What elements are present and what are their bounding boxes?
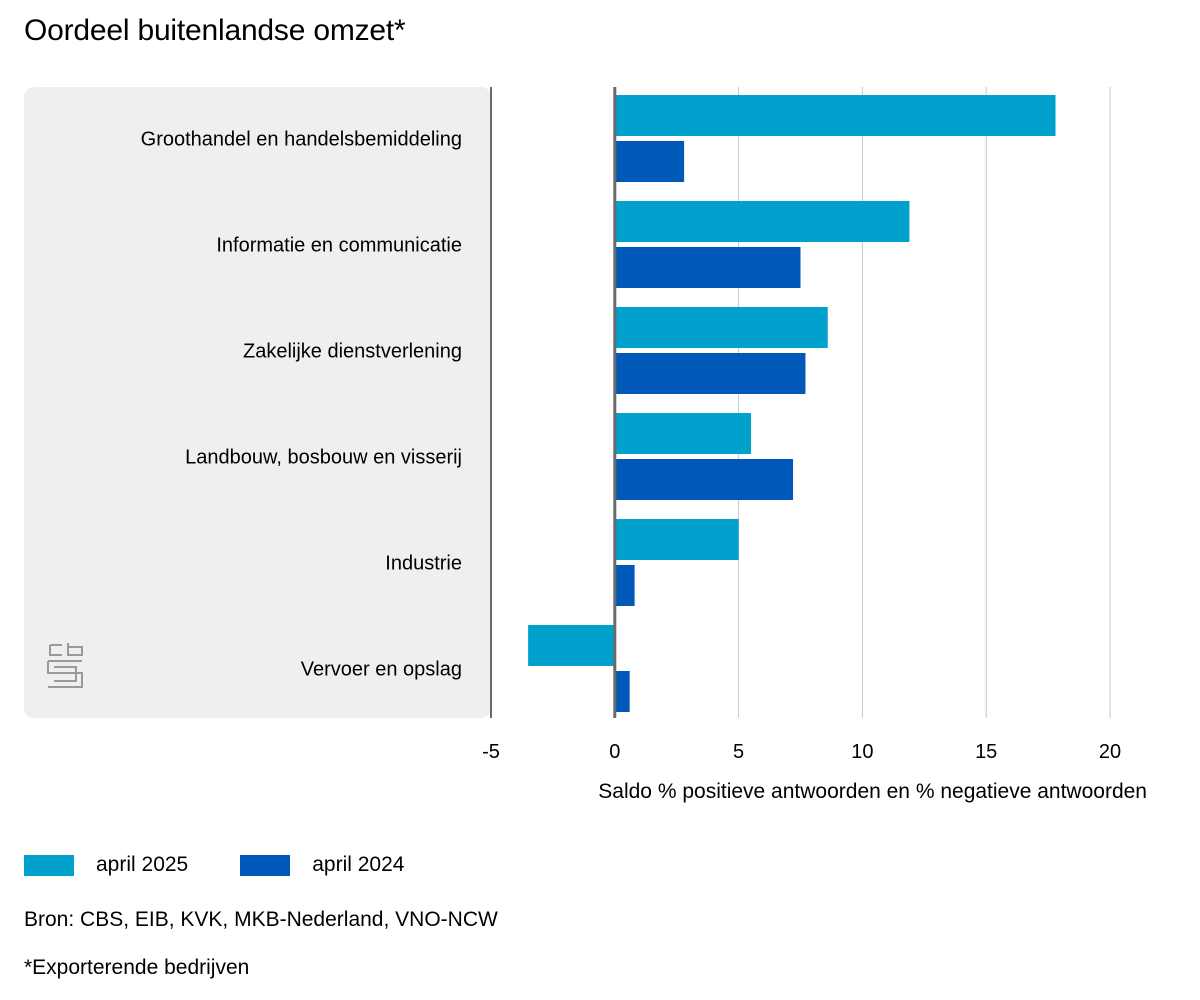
bar-april-2025-informatie-en-communicatie [614, 201, 910, 242]
bar-april-2025-groothandel-en-handelsbemiddeling [614, 95, 1056, 136]
x-tick-label: 15 [975, 741, 997, 763]
x-tick-label: 10 [851, 741, 873, 763]
bar-april-2024-zakelijke-dienstverlening [614, 353, 806, 394]
x-tick-label: 20 [1099, 741, 1121, 763]
legend-item-april-2024: april 2024 [240, 853, 404, 877]
category-label: Groothandel en handelsbemiddeling [141, 129, 462, 151]
x-tick-label: 5 [733, 741, 744, 763]
bar-april-2025-landbouw-bosbouw-en-visserij [614, 413, 751, 454]
bar-chart: Groothandel en handelsbemiddeling Informa… [24, 87, 1147, 803]
category-label: Informatie en communicatie [216, 235, 462, 257]
legend-swatch-april-2024 [240, 854, 291, 876]
category-label: Zakelijke dienstverlening [243, 341, 462, 363]
bar-april-2024-vervoer-en-opslag [614, 671, 630, 712]
bar-april-2024-industrie [614, 565, 635, 606]
source-note: Bron: CBS, EIB, KVK, MKB-Nederland, VNO-… [24, 908, 498, 931]
bar-april-2024-informatie-en-communicatie [614, 247, 801, 288]
chart-title: Oordeel buitenlandse omzet* [24, 14, 406, 47]
category-panel [24, 87, 491, 718]
bar-april-2024-landbouw-bosbouw-en-visserij [614, 459, 794, 500]
x-tick-label: 0 [609, 741, 620, 763]
bar-april-2025-industrie [614, 519, 739, 560]
category-label: Landbouw, bosbouw en visserij [185, 447, 462, 469]
bar-april-2025-vervoer-en-opslag [528, 625, 615, 666]
legend: april 2025 april 2024 [24, 853, 456, 877]
legend-item-april-2025: april 2025 [24, 853, 188, 877]
x-tick-label: -5 [482, 741, 500, 763]
legend-label-april-2024: april 2024 [312, 853, 405, 876]
bar-april-2025-zakelijke-dienstverlening [614, 307, 828, 348]
category-label: Industrie [385, 553, 462, 575]
category-label: Vervoer en opslag [301, 659, 462, 681]
legend-swatch-april-2025 [24, 854, 74, 876]
footnote: *Exporterende bedrijven [24, 956, 250, 979]
cbs-logo-icon [47, 643, 83, 688]
legend-label-april-2025: april 2025 [96, 853, 189, 876]
bar-april-2024-groothandel-en-handelsbemiddeling [614, 141, 685, 182]
x-axis-title: Saldo % positieve antwoorden en % negati… [598, 780, 1147, 803]
